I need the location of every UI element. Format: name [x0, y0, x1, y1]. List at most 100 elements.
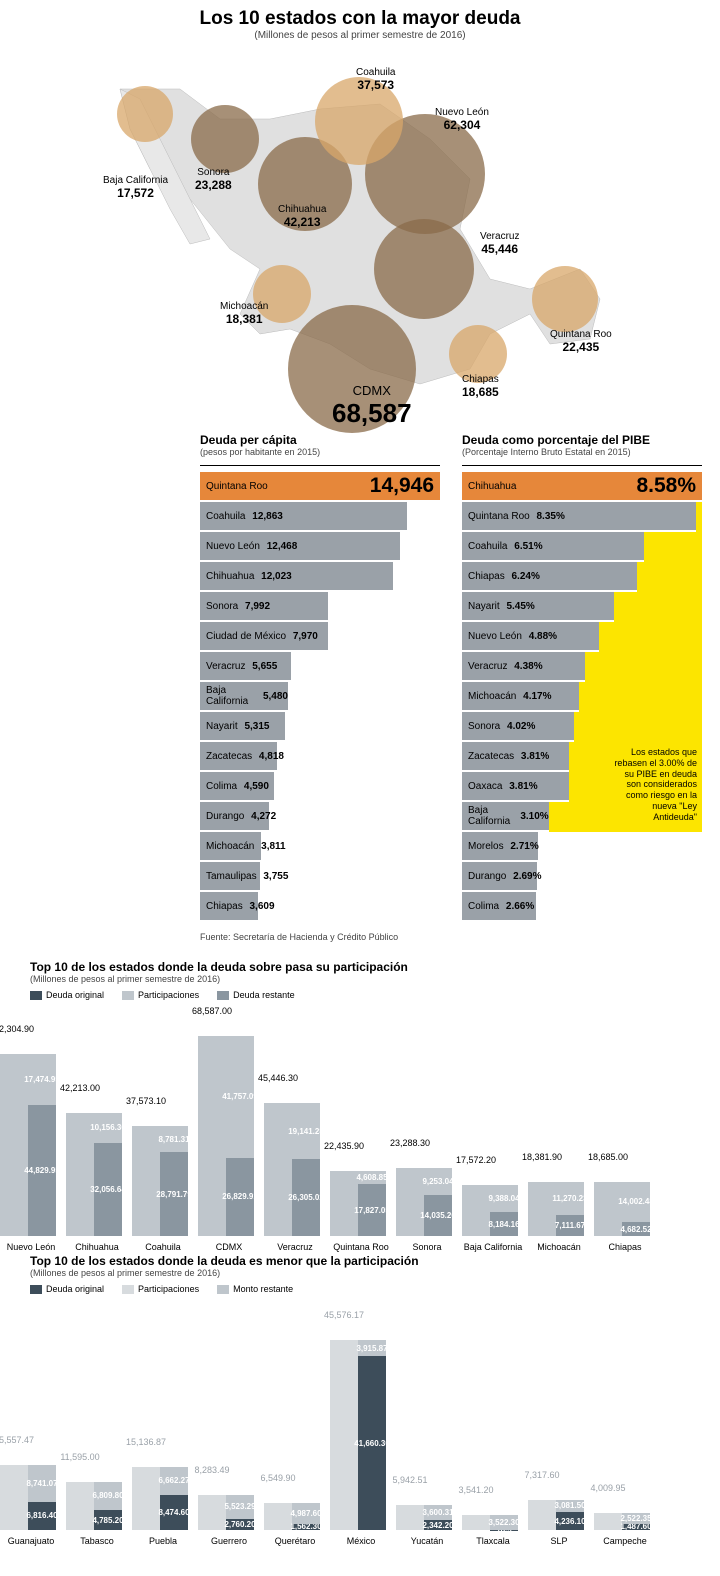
hbar-fill: Zacatecas 3.81%	[462, 742, 569, 770]
total-bar	[462, 1185, 490, 1236]
hbar-row: Quintana Roo14,946	[200, 472, 440, 500]
category-label: Guerrero	[198, 1536, 260, 1546]
hbar-fill: Quintana Roo 8.35%	[462, 502, 696, 530]
total-value-label: 45,576.17	[316, 1310, 372, 1320]
hbar-fill: Sonora 7,992	[200, 592, 328, 620]
hbar-fill: Ciudad de México 7,970	[200, 622, 328, 650]
total-value-label: 11,595.00	[52, 1452, 108, 1462]
chart1-area: 62,304.9044,829.9517,474.95Nuevo León42,…	[0, 1006, 720, 1236]
total-value-label: 68,587.00	[184, 1006, 240, 1016]
hbar-fill: Colima 2.66%	[462, 892, 536, 920]
legend-item: Deuda original	[30, 990, 104, 1000]
total-bar	[198, 1036, 226, 1236]
category-label: Michoacán	[528, 1242, 590, 1252]
hbar-row: Michoacán 3,811	[200, 832, 440, 860]
map-label: Coahuila37,573	[356, 67, 395, 92]
hbar-fill: Colima 4,590	[200, 772, 274, 800]
hbar-fill: Michoacán 3,811	[200, 832, 261, 860]
hbar-row: Coahuila 12,863	[200, 502, 440, 530]
hbar-row: Sonora 7,992	[200, 592, 440, 620]
hbar-row: Colima 2.66%	[462, 892, 702, 920]
hbar-row: Durango 2.69%	[462, 862, 702, 890]
part-bar: 41,757.09	[226, 1036, 254, 1158]
rest-bar: 8,184.16	[490, 1212, 518, 1236]
category-label: Campeche	[594, 1536, 656, 1546]
rest-bar: 17,827.05	[358, 1184, 386, 1236]
part-bar: 14,002.48	[622, 1182, 650, 1223]
hbar-fill: Baja California 5,480	[200, 682, 288, 710]
total-bar	[264, 1103, 292, 1236]
hbar-row: Nayarit 5.45%	[462, 592, 702, 620]
deuda-bar: 8,474.60	[160, 1495, 188, 1530]
category-label: Guanajuato	[0, 1536, 62, 1546]
total-value-label: 6,549.90	[250, 1473, 306, 1483]
part-bar: 2,522.35	[622, 1513, 650, 1524]
hbar-fill: Nuevo León 4.88%	[462, 622, 599, 650]
hbar-fill: Durango 4,272	[200, 802, 269, 830]
total-bar	[66, 1482, 94, 1530]
part-bar: 6,809.80	[94, 1482, 122, 1510]
hbar-row: Colima 4,590	[200, 772, 440, 800]
category-label: Yucatán	[396, 1536, 458, 1546]
source-text: Fuente: Secretaría de Hacienda y Crédito…	[0, 926, 720, 960]
category-label: SLP	[528, 1536, 590, 1546]
rest-bar: 14,035.26	[424, 1195, 452, 1236]
total-value-label: 17,572.20	[448, 1155, 504, 1165]
total-value-label: 5,942.51	[382, 1475, 438, 1485]
part-bar: 10,156.36	[94, 1113, 122, 1143]
hbar-fill: Nayarit 5.45%	[462, 592, 614, 620]
hbar-fill: Michoacán 4.17%	[462, 682, 579, 710]
deuda-bar: 4,785.20	[94, 1510, 122, 1530]
hbar-row: Ciudad de México 7,970	[200, 622, 440, 650]
divider	[462, 465, 702, 466]
hbar-row: Nayarit 5,315	[200, 712, 440, 740]
hbar-row: Chihuahua 12,023	[200, 562, 440, 590]
total-bar	[264, 1503, 292, 1530]
total-value-label: 8,283.49	[184, 1465, 240, 1475]
deuda-bar: 1,562.30	[292, 1524, 320, 1531]
hbar-fill: Coahuila 12,863	[200, 502, 407, 530]
part-bar: 9,253.04	[424, 1168, 452, 1195]
part-bar: 4,987.60	[292, 1503, 320, 1524]
hbar-fill: Chihuahua8.58%	[462, 472, 702, 500]
total-value-label: 15,557.47	[0, 1435, 42, 1445]
pibe-subtitle: (Porcentaje Interno Bruto Estatal en 201…	[462, 447, 702, 457]
category-label: Nuevo León	[0, 1242, 62, 1252]
rest-bar: 44,829.95	[28, 1105, 56, 1236]
rest-bar: 28,791.79	[160, 1152, 188, 1236]
total-bar	[330, 1171, 358, 1236]
part-bar: 9,388.04	[490, 1185, 518, 1212]
total-value-label: 15,136.87	[118, 1437, 174, 1447]
total-bar	[594, 1513, 622, 1530]
hbar-row: Quintana Roo 8.35%	[462, 502, 702, 530]
total-value-label: 7,317.60	[514, 1470, 570, 1480]
percapita-title: Deuda per cápita	[200, 433, 440, 447]
hbar-fill: Veracruz 5,655	[200, 652, 291, 680]
map-bubble	[532, 266, 598, 332]
chart1-legend: Deuda originalParticipacionesDeuda resta…	[0, 990, 720, 1000]
rest-bar: 32,056.64	[94, 1143, 122, 1236]
legend-item: Participaciones	[122, 990, 199, 1000]
total-value-label: 45,446.30	[250, 1073, 306, 1083]
part-bar: 3,915.87	[358, 1340, 386, 1356]
hbar-row: Chihuahua8.58%	[462, 472, 702, 500]
total-value-label: 23,288.30	[382, 1138, 438, 1148]
hbar-fill: Nayarit 5,315	[200, 712, 285, 740]
part-bar: 17,474.95	[28, 1054, 56, 1105]
hbar-row: Zacatecas 4,818	[200, 742, 440, 770]
category-label: Coahuila	[132, 1242, 194, 1252]
category-label: Tabasco	[66, 1536, 128, 1546]
rest-bar: 26,829.91	[226, 1158, 254, 1236]
hbar-fill: Coahuila 6.51%	[462, 532, 644, 560]
map-label: Quintana Roo22,435	[550, 329, 612, 354]
map-bubble	[117, 86, 173, 142]
deuda-bar: 1,487.60	[622, 1524, 650, 1530]
total-value-label: 62,304.90	[0, 1024, 42, 1034]
deuda-bar: 6,816.40	[28, 1502, 56, 1530]
chart2-area: 15,557.476,816.408,741.07Guanajuato11,59…	[0, 1300, 720, 1530]
total-bar	[528, 1182, 556, 1236]
chart2-subtitle: (Millones de pesos al primer semestre de…	[0, 1268, 720, 1278]
hbar-fill: Morelos 2.71%	[462, 832, 538, 860]
hbar-fill: Zacatecas 4,818	[200, 742, 277, 770]
total-bar	[396, 1168, 424, 1236]
